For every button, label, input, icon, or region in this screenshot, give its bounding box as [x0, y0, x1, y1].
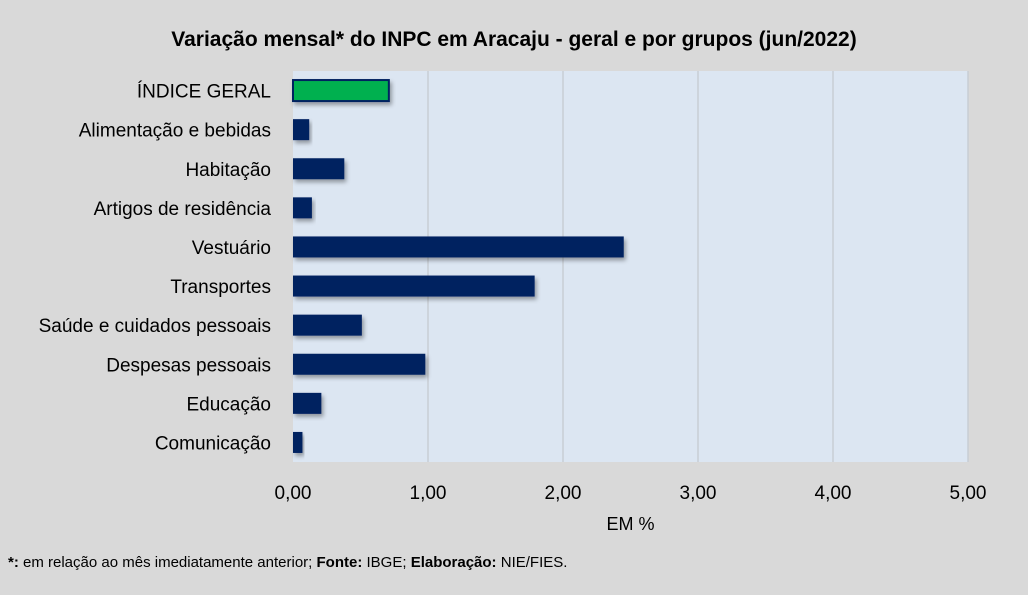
bar [292, 79, 390, 103]
bar [293, 314, 362, 336]
y-category-label: Comunicação [155, 433, 271, 454]
y-category-label: Artigos de residência [94, 199, 272, 220]
footnote-elab: NIE/FIES. [496, 554, 568, 571]
y-category-label: Alimentação e bebidas [79, 121, 271, 142]
bar [293, 197, 312, 219]
footnote-source: IBGE; [362, 554, 411, 571]
footnote-elab-label: Elaboração: [410, 554, 497, 571]
footnote: *: em relação ao mês imediatamente anter… [8, 554, 567, 571]
chart-title: Variação mensal* do INPC em Aracaju - ge… [171, 28, 857, 51]
footnote-star: *: [8, 554, 19, 571]
x-tick-label: 0,00 [275, 483, 312, 504]
x-tick-label: 3,00 [680, 483, 717, 504]
footnote-text: em relação ao mês imediatamente anterior… [18, 554, 317, 571]
x-axis-label: EM % [606, 514, 654, 534]
x-tick-label: 2,00 [545, 483, 582, 504]
y-category-label: Saúde e cuidados pessoais [39, 316, 271, 337]
x-tick-label: 5,00 [950, 483, 987, 504]
bar [293, 158, 345, 180]
bar [293, 236, 624, 258]
bar [293, 353, 426, 375]
x-tick-label: 4,00 [815, 483, 852, 504]
y-category-label: Despesas pessoais [106, 355, 271, 376]
bar [293, 392, 322, 414]
y-category-label: Vestuário [192, 238, 271, 259]
plot-area [293, 71, 968, 462]
bar [293, 119, 310, 141]
x-tick-label: 1,00 [410, 483, 447, 504]
y-category-label: Educação [186, 394, 271, 415]
bar [293, 275, 535, 297]
bar [293, 431, 303, 453]
y-category-label: Habitação [185, 160, 271, 181]
y-category-label: ÍNDICE GERAL [137, 82, 271, 103]
footnote-source-label: Fonte: [316, 554, 363, 571]
y-category-label: Transportes [170, 277, 271, 298]
